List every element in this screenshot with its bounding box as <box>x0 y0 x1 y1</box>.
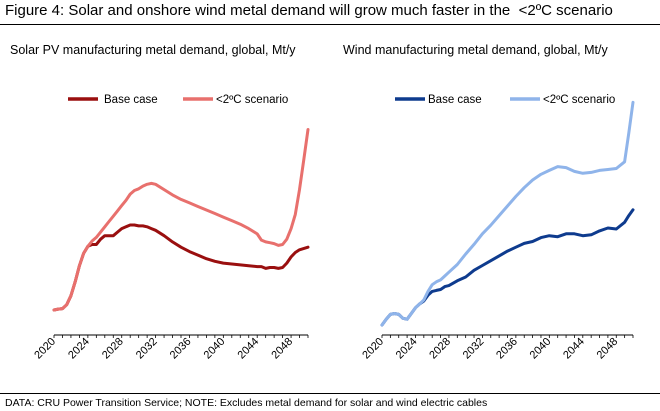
solar-x-tick-label: 2020 <box>32 336 58 362</box>
wind-x-tick-label: 2020 <box>360 336 386 362</box>
wind-series-line-2c-scenario <box>380 100 635 327</box>
wind-chart-title: Wind manufacturing metal demand, global,… <box>343 43 608 57</box>
solar-series-line-2c-scenario <box>52 128 310 312</box>
footnote: DATA: CRU Power Transition Service; NOTE… <box>5 397 488 409</box>
wind-x-tick-label: 2044 <box>561 336 587 362</box>
wind-legend-label: Base case <box>428 94 482 106</box>
wind-x-tick-label: 2040 <box>528 336 554 362</box>
wind-legend-label: <2ºC scenario <box>543 94 615 106</box>
bottom-rule <box>0 393 660 394</box>
wind-x-tick-label: 2036 <box>494 336 520 362</box>
solar-x-tick-label: 2048 <box>269 336 295 362</box>
wind-x-tick-label: 2032 <box>461 336 487 362</box>
wind-x-tick-label: 2048 <box>595 336 621 362</box>
solar-x-tick-label: 2044 <box>236 336 262 362</box>
top-rule <box>0 24 660 25</box>
figure-title: Figure 4: Solar and onshore wind metal d… <box>5 2 613 19</box>
wind-x-tick-label: 2024 <box>394 336 420 362</box>
wind-chart: 2020 2024 2028 2032 2036 2040 2044 2048 Base cas… <box>360 94 635 362</box>
solar-chart: 2020 2024 2028 2032 2036 2040 2044 2048 Base cas… <box>32 94 310 362</box>
wind-series-line-base-case <box>380 208 635 327</box>
solar-x-tick-label: 2024 <box>66 336 92 362</box>
solar-x-tick-label: 2028 <box>100 336 126 362</box>
solar-chart-title: Solar PV manufacturing metal demand, glo… <box>10 43 296 57</box>
solar-series-line-base-case <box>52 223 310 312</box>
solar-x-tick-label: 2040 <box>202 336 228 362</box>
solar-x-tick-label: 2036 <box>168 336 194 362</box>
solar-legend-label: Base case <box>104 94 158 106</box>
wind-x-tick-label: 2028 <box>427 336 453 362</box>
solar-x-tick-label: 2032 <box>134 336 160 362</box>
solar-legend-label: <2ºC scenario <box>216 94 288 106</box>
